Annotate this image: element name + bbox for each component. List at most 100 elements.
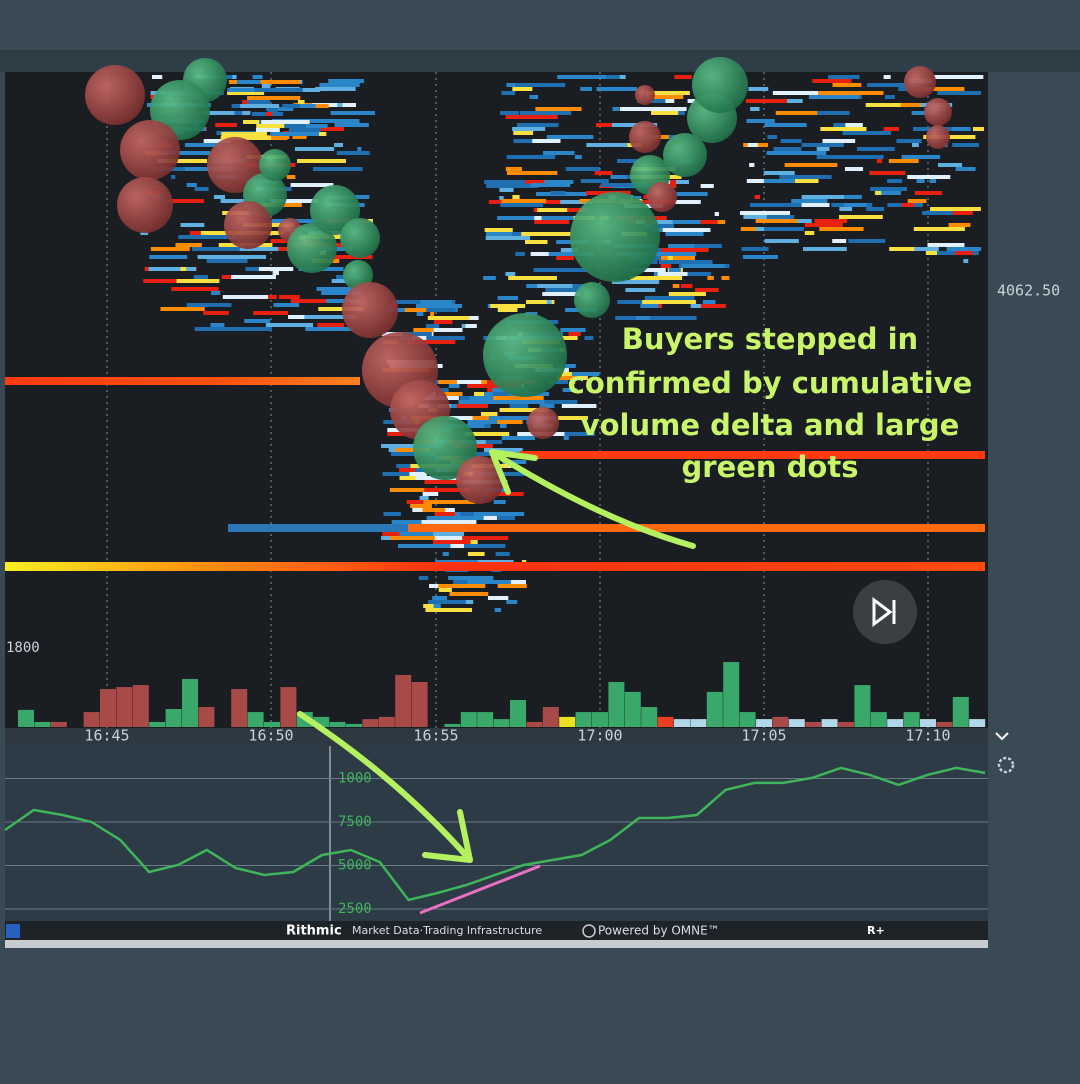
heat-cell: [247, 100, 271, 104]
heat-cell: [894, 247, 939, 251]
heat-cell: [456, 404, 489, 408]
heat-cell: [214, 255, 266, 259]
trade-bubble: [692, 57, 748, 113]
heat-cell: [911, 143, 919, 147]
heat-cell: [832, 83, 862, 87]
heat-cell: [433, 320, 453, 324]
heat-cell: [227, 91, 265, 95]
collapse-icon[interactable]: [995, 732, 1009, 741]
heat-cell: [231, 275, 276, 279]
heat-cell: [812, 79, 852, 83]
heat-cell: [255, 128, 280, 132]
heat-cell: [337, 103, 343, 107]
heat-cell: [243, 120, 260, 124]
cvd-tick-label: 5000: [338, 858, 372, 874]
heat-cell: [764, 123, 807, 127]
heat-cell: [449, 592, 489, 596]
heat-cell: [396, 464, 418, 468]
trade-bubble: [629, 121, 661, 153]
heat-cell: [383, 512, 401, 516]
liquidity-band: [520, 451, 985, 459]
heat-cell: [791, 199, 828, 203]
heat-cell: [381, 444, 417, 448]
heat-cell: [458, 400, 504, 404]
trade-bubble: [259, 149, 291, 181]
info-icon[interactable]: [6, 924, 20, 938]
heat-cell: [242, 100, 253, 104]
heat-cell: [535, 107, 582, 111]
heat-cell: [522, 139, 531, 143]
heat-cell: [497, 216, 535, 220]
heat-cell: [270, 199, 319, 203]
heat-cell: [773, 147, 802, 151]
heat-cell: [432, 596, 448, 600]
heat-cell: [192, 247, 240, 251]
heat-cell: [819, 227, 864, 231]
heat-cell: [749, 163, 755, 167]
volume-bar: [756, 719, 772, 727]
heat-cell: [556, 256, 574, 260]
heat-cell: [839, 207, 853, 211]
heat-cell: [270, 132, 303, 136]
heat-cell: [312, 103, 356, 107]
footer-right: R+: [867, 924, 885, 937]
heat-cell: [240, 104, 280, 108]
heat-cell: [813, 223, 834, 227]
heat-cell: [707, 276, 714, 280]
heat-cell: [382, 472, 410, 476]
time-label: 17:00: [577, 727, 622, 745]
trade-bubble: [527, 407, 559, 439]
heat-cell: [426, 604, 441, 608]
heat-cell: [228, 80, 240, 84]
heat-cell: [780, 139, 802, 143]
heat-cell: [457, 380, 482, 384]
heat-cell: [745, 99, 787, 103]
settings-icon[interactable]: [997, 756, 1015, 774]
liquidity-band: [5, 377, 360, 385]
heat-cell: [334, 307, 339, 311]
heat-cell: [506, 155, 556, 159]
heat-cell: [336, 151, 370, 155]
heat-cell: [406, 500, 434, 504]
heat-cell: [542, 292, 581, 296]
heat-cell: [700, 304, 726, 308]
play-button[interactable]: [853, 580, 917, 644]
heat-cell: [167, 199, 204, 203]
heat-cell: [646, 91, 690, 95]
volume-axis-label: 1800: [6, 640, 40, 656]
heat-cell: [499, 196, 504, 200]
heat-cell: [740, 211, 791, 215]
volume-bar: [887, 719, 904, 727]
heat-cell: [650, 316, 697, 320]
heat-cell: [387, 308, 415, 312]
volume-bar: [477, 712, 494, 727]
heat-cell: [505, 167, 522, 171]
heat-cell: [461, 440, 502, 444]
heat-cell: [425, 608, 472, 612]
heat-cell: [907, 175, 951, 179]
heat-cell: [775, 111, 821, 115]
heat-cell: [442, 552, 449, 556]
heat-cell: [200, 231, 243, 235]
heat-cell: [562, 388, 578, 392]
volume-bar: [870, 712, 887, 727]
heat-cell: [281, 124, 292, 128]
volume-bar: [575, 712, 592, 727]
time-axis: [5, 728, 988, 746]
heat-cell: [485, 236, 531, 240]
liquidity-band: [228, 524, 985, 532]
status-strip: [5, 940, 988, 948]
heat-cell: [440, 516, 484, 520]
heat-cell: [276, 203, 302, 207]
heat-cell: [165, 159, 207, 163]
trade-bubble: [926, 125, 950, 149]
heat-cell: [672, 220, 713, 224]
time-label: 16:50: [248, 727, 293, 745]
cvd-line: [4, 766, 986, 902]
heat-cell: [529, 95, 539, 99]
heat-cell: [773, 151, 827, 155]
top-strip: [0, 50, 1080, 72]
heat-cell: [261, 120, 310, 124]
heat-cell: [150, 247, 190, 251]
heat-cell: [414, 532, 465, 536]
